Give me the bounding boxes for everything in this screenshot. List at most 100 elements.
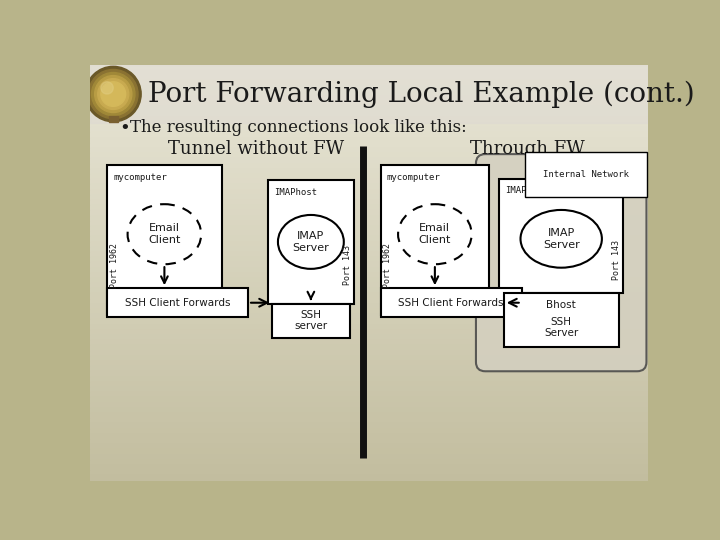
Bar [90,237,648,241]
Bar [90,101,648,106]
Text: Email
Client: Email Client [148,224,181,245]
Circle shape [98,79,129,110]
Text: Through FW: Through FW [469,140,585,159]
Text: IMAPhost: IMAPhost [505,186,549,195]
Bar [90,184,648,190]
Text: Port 1962: Port 1962 [109,242,119,287]
Bar [90,96,648,101]
FancyBboxPatch shape [107,165,222,315]
Bar [90,470,648,475]
Bar [90,70,648,75]
Bar [90,80,648,85]
Text: Email
Client: Email Client [419,224,451,245]
Bar [90,106,648,112]
Text: Bhost: Bhost [546,300,576,310]
Bar [90,215,648,221]
Bar [90,356,648,361]
Bar [90,273,648,278]
Circle shape [91,72,135,116]
Text: SSH
Server: SSH Server [544,316,578,338]
Text: Internal Network: Internal Network [544,170,629,179]
Bar [90,429,648,434]
Text: mycomputer: mycomputer [387,173,441,181]
FancyBboxPatch shape [107,288,248,318]
Bar [90,325,648,330]
Bar [90,143,648,148]
Bar [90,148,648,153]
Text: SSH
server: SSH server [294,309,328,331]
Bar [90,179,648,184]
Bar [90,423,648,429]
Text: IMAP
Server: IMAP Server [543,228,580,249]
Bar [90,75,648,80]
Bar [90,127,648,132]
Bar [90,387,648,392]
Bar [90,330,648,335]
Bar [90,283,648,288]
FancyBboxPatch shape [499,179,624,293]
Bar [90,455,648,460]
Bar [90,158,648,164]
Bar [90,85,648,91]
Bar [90,132,648,138]
Circle shape [101,82,126,106]
Ellipse shape [278,215,344,269]
Bar [90,257,648,262]
Bar [90,288,648,294]
FancyBboxPatch shape [272,303,350,338]
Bar [90,91,648,96]
FancyBboxPatch shape [381,288,522,318]
Bar [90,205,648,211]
Text: The resulting connections look like this:: The resulting connections look like this… [130,119,467,137]
Bar [90,231,648,237]
Bar [90,200,648,205]
Text: Port Forwarding Local Example (cont.): Port Forwarding Local Example (cont.) [148,80,695,108]
Bar [90,372,648,377]
Bar [90,168,648,174]
Bar [90,465,648,470]
Bar [90,112,648,117]
FancyBboxPatch shape [269,180,354,303]
Text: IMAPhost: IMAPhost [274,188,318,197]
FancyBboxPatch shape [504,293,618,347]
Bar [90,174,648,179]
Bar [90,65,648,123]
Bar [90,392,648,397]
Bar [90,304,648,309]
Bar [109,116,118,122]
Bar [90,65,648,70]
Bar [90,221,648,226]
Text: SSH Client Forwards: SSH Client Forwards [398,298,504,308]
Bar [90,190,648,195]
Text: •: • [120,119,130,137]
Circle shape [86,66,141,122]
Bar [90,294,648,299]
Bar [90,382,648,387]
Circle shape [94,76,132,112]
Text: SSH Client Forwards: SSH Client Forwards [125,298,230,308]
Text: Tunnel without FW: Tunnel without FW [168,140,343,159]
Bar [90,475,648,481]
Bar [90,460,648,465]
Bar [90,164,648,168]
Text: Port 143: Port 143 [343,245,352,285]
Bar [90,413,648,418]
Bar [90,241,648,247]
Ellipse shape [127,204,201,264]
FancyBboxPatch shape [476,154,647,372]
Bar [90,153,648,158]
Bar [90,340,648,346]
Bar [90,267,648,273]
Bar [90,247,648,252]
Bar [90,299,648,304]
Text: mycomputer: mycomputer [113,173,167,181]
Bar [90,346,648,350]
Bar [90,262,648,267]
Bar [90,252,648,257]
Bar [90,377,648,382]
Bar [90,195,648,200]
Circle shape [101,82,113,94]
Bar [90,226,648,231]
Bar [90,309,648,314]
Bar [90,418,648,423]
